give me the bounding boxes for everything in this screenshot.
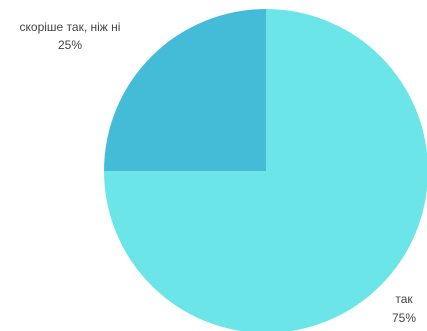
pie-slices (104, 9, 427, 331)
pie-slice-skorishe-tak (104, 9, 266, 171)
slice-label-tak: так (395, 292, 413, 306)
pie-slice-tak (104, 9, 427, 331)
slice-percent-tak: 75% (392, 311, 416, 325)
slice-percent-skorishe-tak: 25% (58, 38, 82, 52)
slice-label-skorishe-tak: скоріше так, ніж ні (20, 20, 121, 34)
